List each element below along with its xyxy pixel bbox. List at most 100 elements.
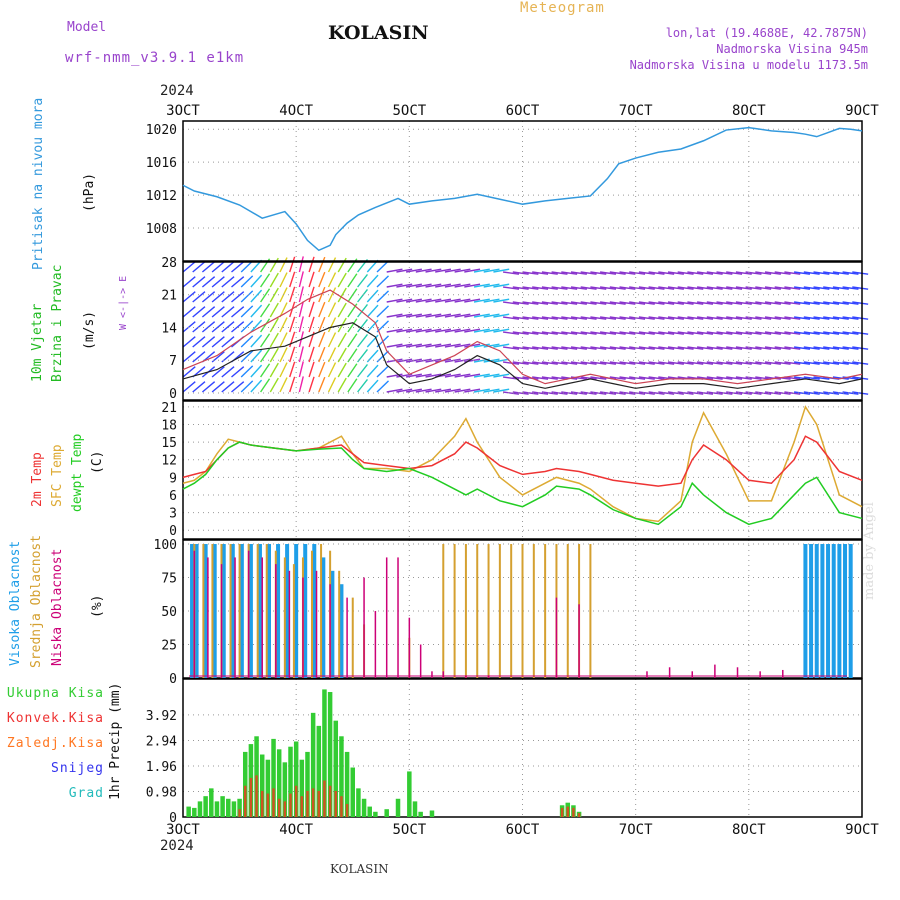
wind-barb bbox=[803, 346, 820, 350]
wind-barb bbox=[774, 361, 791, 365]
wind-barb bbox=[735, 376, 752, 380]
wind-barb bbox=[551, 301, 568, 305]
wind-barb bbox=[473, 313, 490, 318]
low-cloud-bar bbox=[207, 557, 209, 678]
wind-barb bbox=[823, 331, 840, 335]
y-tick-label: 14 bbox=[161, 321, 177, 336]
low-cloud-bar bbox=[431, 671, 433, 678]
wind-barb bbox=[619, 271, 636, 275]
high-cloud-bar bbox=[239, 544, 244, 678]
wind-barb bbox=[298, 301, 304, 318]
wind-barb bbox=[298, 346, 304, 363]
year-bottom: 2024 bbox=[160, 838, 194, 854]
y-tick-label: 21 bbox=[161, 401, 177, 416]
total-precip-bar bbox=[316, 725, 322, 817]
wind-barb bbox=[832, 391, 849, 395]
wind-barb bbox=[580, 286, 597, 290]
wind-barb bbox=[327, 302, 337, 318]
wind-barb bbox=[580, 331, 597, 335]
wind-barb bbox=[852, 391, 869, 395]
wind-barb bbox=[697, 361, 714, 365]
wind-barb bbox=[182, 276, 196, 288]
wind-barb bbox=[648, 361, 665, 365]
mid-cloud-title: Srednja Oblacnost bbox=[29, 534, 44, 668]
wind-barb bbox=[580, 271, 597, 275]
total-precip-bar bbox=[350, 767, 355, 817]
wind-barb bbox=[444, 358, 461, 363]
wind-barb bbox=[298, 256, 304, 273]
wind-barb bbox=[619, 361, 636, 365]
wind-barb bbox=[279, 347, 288, 363]
wind-barb bbox=[444, 388, 461, 393]
wind-barb bbox=[357, 288, 369, 303]
wind-barb bbox=[512, 301, 529, 305]
wind-barb bbox=[638, 346, 655, 350]
wind-barb bbox=[503, 316, 520, 320]
low-cloud-bar bbox=[691, 671, 693, 678]
wind-barb bbox=[784, 346, 801, 350]
y-tick-label: 25 bbox=[161, 639, 177, 654]
y-tick-label: 0 bbox=[169, 524, 177, 539]
wind-barb bbox=[755, 331, 772, 335]
conv-precip-bar bbox=[340, 796, 343, 817]
wind-barb bbox=[503, 301, 520, 305]
total-precip-bar bbox=[197, 801, 203, 817]
wind-barb bbox=[648, 331, 665, 335]
wind-barb bbox=[425, 283, 442, 288]
wind-barb bbox=[396, 268, 413, 273]
y-tick-label: 75 bbox=[161, 572, 177, 587]
wind-barb bbox=[735, 271, 752, 275]
mid-cloud-bar bbox=[256, 544, 259, 678]
low-cloud-bar bbox=[346, 597, 348, 678]
wind-barb bbox=[192, 291, 206, 303]
y-tick-label: 0 bbox=[169, 387, 177, 402]
wind-barb bbox=[532, 391, 549, 395]
wind-barb bbox=[396, 388, 413, 393]
wind-barb bbox=[503, 286, 520, 290]
wind-barb bbox=[192, 306, 206, 318]
wind-barb bbox=[337, 347, 347, 363]
wind-barb bbox=[289, 271, 296, 288]
conv-precip-bar bbox=[255, 775, 258, 817]
wind-barb bbox=[755, 286, 772, 290]
wind-barb bbox=[667, 391, 684, 395]
wind-barb bbox=[366, 289, 379, 303]
wind-barb bbox=[803, 331, 820, 335]
wind-barb bbox=[842, 316, 859, 320]
y-tick-label: 18 bbox=[161, 418, 177, 433]
wind-barb bbox=[337, 257, 347, 273]
wind-barb bbox=[570, 316, 587, 320]
wind-barb bbox=[308, 376, 315, 393]
conv-precip-bar bbox=[323, 780, 326, 817]
wind-barb bbox=[677, 391, 694, 395]
low-cloud-bar bbox=[288, 570, 291, 678]
wind-barb bbox=[648, 286, 665, 290]
wind-barb bbox=[706, 331, 723, 335]
sfc-temp-line bbox=[182, 405, 863, 523]
wind-barb bbox=[454, 388, 471, 393]
wind-barb bbox=[794, 361, 811, 365]
wind-barb bbox=[522, 331, 539, 335]
y-tick-label: 1020 bbox=[146, 123, 177, 138]
high-cloud-bar bbox=[194, 544, 199, 678]
total-precip-bar bbox=[305, 751, 310, 817]
wind-barb bbox=[318, 346, 326, 363]
wind-barb bbox=[764, 391, 781, 395]
wind-barb bbox=[570, 361, 587, 365]
wind-barb bbox=[211, 276, 225, 288]
wind-barb bbox=[619, 346, 636, 350]
wind-barb bbox=[774, 331, 791, 335]
wind-barb bbox=[813, 376, 830, 380]
wind-barb bbox=[532, 301, 549, 305]
wind-barb bbox=[357, 303, 369, 318]
wind-barb bbox=[464, 373, 481, 378]
y-tick-label: 0 bbox=[169, 672, 177, 687]
wind-barb bbox=[318, 331, 326, 348]
wind-barb bbox=[269, 377, 279, 393]
wind-barb bbox=[366, 319, 379, 333]
wind-barb bbox=[260, 303, 271, 318]
wind-barb bbox=[289, 376, 296, 393]
wind-barb bbox=[629, 376, 646, 380]
wind-barb bbox=[327, 332, 337, 348]
wind-barb bbox=[687, 301, 704, 305]
